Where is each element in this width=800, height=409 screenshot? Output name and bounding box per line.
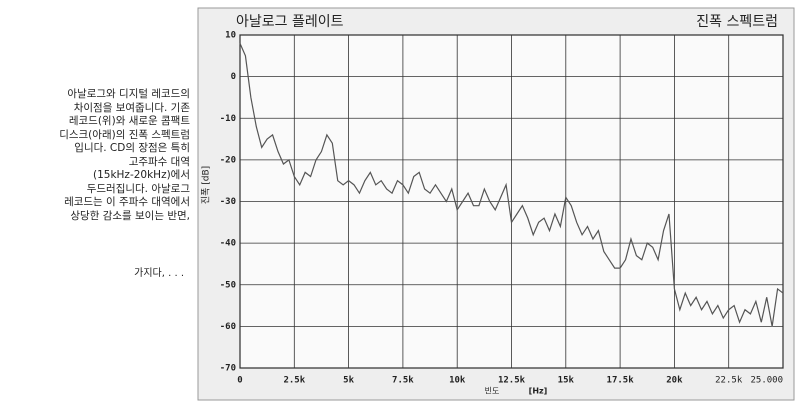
- y-tick-label: -60: [220, 322, 236, 332]
- side-line: 차이점을 보여줍니다. 기존: [73, 101, 190, 114]
- x-tick-label: 0: [237, 376, 242, 386]
- x-tick-label: 5k: [343, 376, 354, 386]
- chart-title: 아날로그 플레이트: [236, 14, 344, 30]
- y-tick-label: -10: [220, 114, 236, 124]
- y-tick-label: -50: [220, 280, 236, 290]
- x-tick-label: 7.5k: [392, 376, 414, 386]
- y-tick-label: -20: [220, 155, 236, 165]
- y-tick-label: -40: [220, 239, 236, 249]
- y-tick-label: 0: [231, 72, 236, 82]
- side-line: 상당한 감소를 보이는 반면,: [70, 209, 190, 222]
- chart-subtitle: 진폭 스펙트럼: [696, 14, 778, 30]
- x-tick-label: 20k: [666, 376, 683, 386]
- side-line: 고주파수 대역: [128, 155, 190, 168]
- side-text: 아날로그와 디지털 레코드의 차이점을 보여줍니다. 기존 레코드(위)와 새로운 …: [0, 88, 190, 223]
- side-line: (15kHz-20kHz)에서: [93, 169, 190, 181]
- side-line: 입니다. CD의 장점은 특히: [74, 142, 190, 154]
- x-axis-unit: [Hz]: [529, 387, 548, 396]
- y-tick-label: -30: [220, 197, 236, 207]
- x-tick-label: 25.000: [750, 376, 783, 386]
- x-tick-label: 15k: [558, 376, 575, 386]
- y-tick-label: -70: [220, 364, 236, 374]
- side-line: 디스크(아래)의 진폭 스펙트럼: [59, 128, 190, 141]
- y-tick-label: 10: [225, 31, 236, 41]
- y-axis-title: 진폭 [dB]: [201, 166, 212, 204]
- x-axis-title: 빈도: [485, 387, 500, 396]
- x-tick-label: 2.5k: [283, 376, 305, 386]
- side-line: 두드러집니다. 아날로그: [86, 182, 190, 195]
- x-tick-label: 10k: [449, 376, 466, 386]
- side-line: 레코드(위)와 새로운 콤팩트: [68, 115, 190, 127]
- side-line: 레코드는 이 주파수 대역에서: [64, 196, 190, 208]
- side-trailer: 가지다, . . .: [134, 268, 184, 279]
- x-tick-label: 22.5k: [715, 376, 743, 386]
- x-tick-label: 17.5k: [607, 376, 635, 386]
- x-tick-label: 12.5k: [498, 376, 526, 386]
- side-line: 아날로그와 디지털 레코드의: [67, 88, 190, 100]
- data-line: [239, 43, 784, 327]
